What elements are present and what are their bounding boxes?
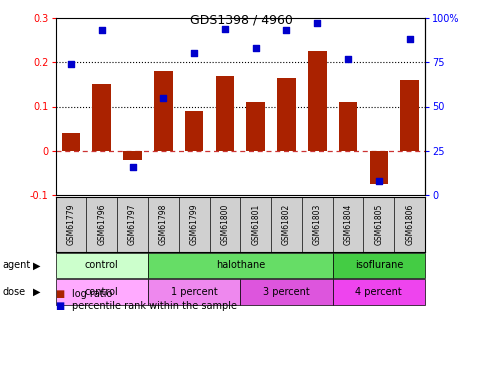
Text: GSM61804: GSM61804: [343, 204, 353, 245]
Bar: [240, 279, 333, 305]
Text: control: control: [85, 261, 119, 270]
Text: control: control: [85, 287, 119, 297]
Bar: [56, 279, 148, 305]
Bar: [400, 80, 419, 151]
Text: agent: agent: [2, 261, 30, 270]
Point: [313, 20, 321, 26]
Text: dose: dose: [2, 287, 26, 297]
Point: [406, 36, 413, 42]
Text: GSM61800: GSM61800: [220, 204, 229, 245]
Text: 3 percent: 3 percent: [263, 287, 310, 297]
Point: [67, 61, 75, 67]
Text: GSM61798: GSM61798: [159, 204, 168, 245]
Bar: [148, 253, 333, 278]
Point: [375, 178, 383, 184]
Point: [221, 26, 229, 32]
Bar: [154, 71, 172, 151]
Text: isoflurane: isoflurane: [355, 261, 403, 270]
Point: [98, 27, 106, 33]
Bar: [62, 133, 80, 151]
Text: ▶: ▶: [33, 261, 41, 270]
Bar: [215, 75, 234, 151]
Text: 4 percent: 4 percent: [355, 287, 402, 297]
Text: ■: ■: [56, 290, 65, 299]
Text: GSM61802: GSM61802: [282, 204, 291, 245]
Text: GSM61806: GSM61806: [405, 204, 414, 245]
Point: [159, 94, 167, 100]
Text: ▶: ▶: [33, 287, 41, 297]
Bar: [333, 253, 425, 278]
Point: [128, 164, 136, 170]
Point: [252, 45, 259, 51]
Bar: [56, 253, 148, 278]
Text: 1 percent: 1 percent: [170, 287, 217, 297]
Point: [344, 56, 352, 62]
Text: GSM61796: GSM61796: [97, 204, 106, 245]
Text: GSM61779: GSM61779: [67, 204, 75, 245]
Text: GSM61805: GSM61805: [374, 204, 384, 245]
Bar: [277, 78, 296, 151]
Point: [283, 27, 290, 33]
Bar: [148, 279, 241, 305]
Bar: [246, 102, 265, 151]
Text: ■: ■: [56, 301, 65, 310]
Text: GSM61803: GSM61803: [313, 204, 322, 245]
Text: percentile rank within the sample: percentile rank within the sample: [72, 301, 238, 310]
Bar: [369, 151, 388, 184]
Point: [190, 50, 198, 56]
Bar: [185, 111, 203, 151]
Text: GSM61797: GSM61797: [128, 204, 137, 245]
Bar: [92, 84, 111, 151]
Text: halothane: halothane: [216, 261, 265, 270]
Text: GDS1398 / 4960: GDS1398 / 4960: [190, 13, 293, 26]
Text: GSM61801: GSM61801: [251, 204, 260, 245]
Text: log ratio: log ratio: [72, 290, 113, 299]
Bar: [308, 51, 327, 151]
Bar: [333, 279, 425, 305]
Bar: [123, 151, 142, 160]
Text: GSM61799: GSM61799: [190, 204, 199, 245]
Bar: [339, 102, 357, 151]
